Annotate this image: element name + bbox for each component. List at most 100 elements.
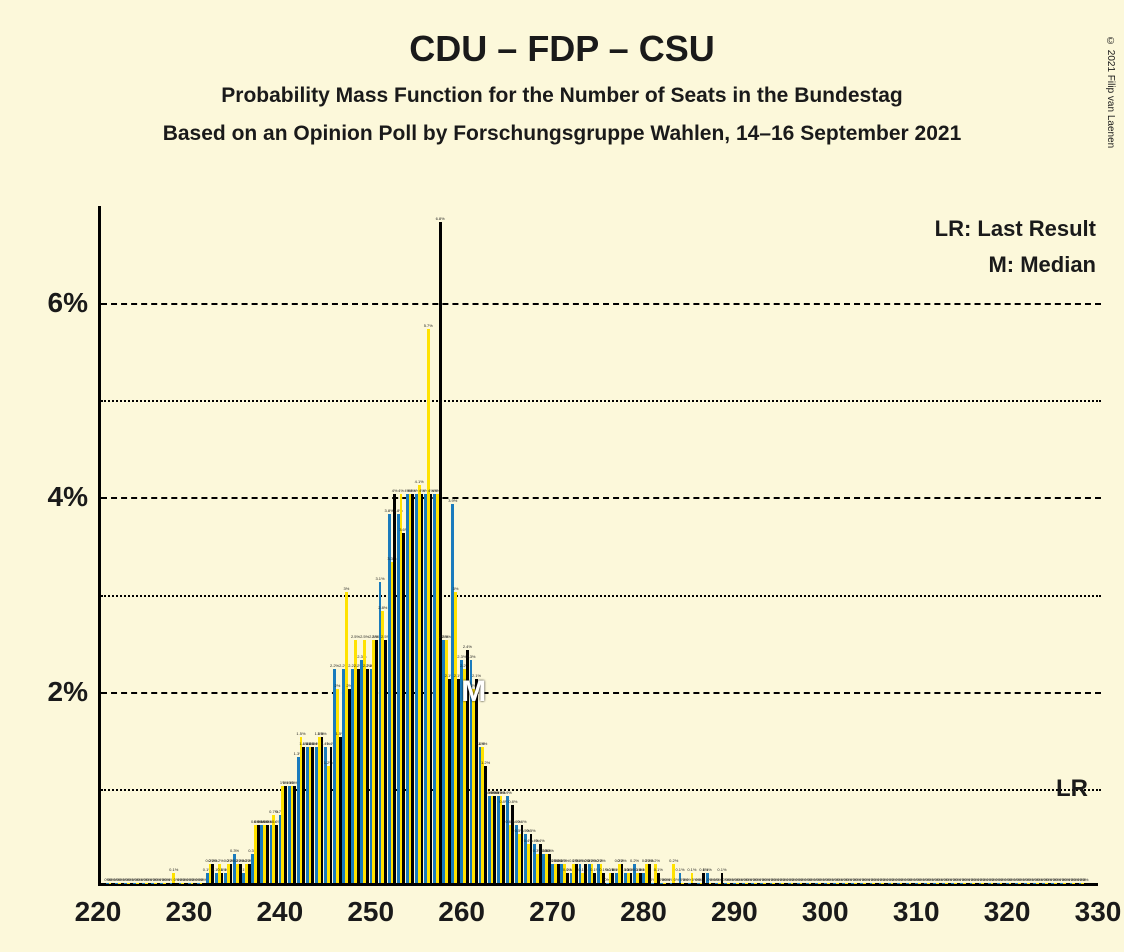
x-tick-label: 330 bbox=[1075, 896, 1122, 928]
bar-value-label: 2.2% bbox=[330, 663, 339, 668]
bar: 0% bbox=[1075, 883, 1078, 884]
bar-value-label: 5.7% bbox=[424, 323, 433, 328]
bar: 0% bbox=[993, 883, 996, 884]
bar: 0% bbox=[848, 883, 851, 884]
bar: 0% bbox=[666, 883, 669, 884]
bar: 0% bbox=[748, 883, 751, 884]
bar: 1% bbox=[284, 786, 287, 883]
bar-value-label: 0.2% bbox=[651, 858, 660, 863]
bar: 0% bbox=[166, 883, 169, 884]
plot-region: 0% 0% 0% 0% 0% 0% 0% 0% 0% 0% 0% 0% 0% 0% 0% 0% 0% 0% 0% 0%… bbox=[98, 206, 1098, 886]
bar: 0.6% bbox=[521, 825, 524, 883]
bar: 0% bbox=[857, 883, 860, 884]
bar: 0% bbox=[139, 883, 142, 884]
bar: 0% bbox=[1048, 883, 1051, 884]
bar: 0% bbox=[775, 883, 778, 884]
bar: 4% bbox=[411, 494, 414, 883]
bar: 3.6% bbox=[402, 533, 405, 883]
bar: 0% bbox=[1057, 883, 1060, 884]
bar: 0% bbox=[739, 883, 742, 884]
bar: 0% bbox=[157, 883, 160, 884]
bar: 0% bbox=[921, 883, 924, 884]
bar: 0% bbox=[757, 883, 760, 884]
bar-value-label: 2.8% bbox=[378, 605, 387, 610]
bar: 0% bbox=[202, 883, 205, 884]
bar: 0% bbox=[111, 883, 114, 884]
bar: 0% bbox=[693, 883, 696, 884]
chart-title: CDU – FDP – CSU bbox=[0, 28, 1124, 70]
bar-value-label: 0.1% bbox=[703, 867, 712, 872]
bar-value-label: 3.8% bbox=[385, 508, 394, 513]
copyright-text: © 2021 Filip van Laenen bbox=[1105, 36, 1116, 148]
bar-value-label: 1.2% bbox=[481, 760, 490, 765]
bar: 2% bbox=[348, 689, 351, 883]
bar: 0% bbox=[175, 883, 178, 884]
bar-value-label: 0.5% bbox=[526, 828, 535, 833]
bar: 0% bbox=[793, 883, 796, 884]
bar: 0.1% bbox=[630, 873, 633, 883]
bar: 0.2% bbox=[557, 864, 560, 883]
bar: 1.4% bbox=[330, 747, 333, 883]
bar: 0% bbox=[684, 883, 687, 884]
bar: 0.1% bbox=[221, 873, 224, 883]
y-tick-label: 2% bbox=[48, 676, 88, 708]
bar: 0.6% bbox=[275, 825, 278, 883]
bar-value-label: 0.2% bbox=[669, 858, 678, 863]
bar-value-label: 4% bbox=[398, 488, 404, 493]
bar-value-label: 2% bbox=[334, 683, 340, 688]
bar: 4% bbox=[421, 494, 424, 883]
x-tick-label: 280 bbox=[620, 896, 667, 928]
bar: 0% bbox=[875, 883, 878, 884]
bar: 0.2% bbox=[584, 864, 587, 883]
bar: 0% bbox=[893, 883, 896, 884]
bar: 0.1% bbox=[566, 873, 569, 883]
y-tick-label: 6% bbox=[48, 287, 88, 319]
bar-value-label: 0.2% bbox=[215, 858, 224, 863]
bar: 0% bbox=[184, 883, 187, 884]
bar: 1.5% bbox=[321, 737, 324, 883]
bar: 0% bbox=[957, 883, 960, 884]
bar: 0.1% bbox=[593, 873, 596, 883]
bar-value-label: 0.6% bbox=[517, 819, 526, 824]
bar: 1.4% bbox=[311, 747, 314, 883]
bar: 0% bbox=[784, 883, 787, 884]
x-tick-label: 290 bbox=[711, 896, 758, 928]
bar: 0.1% bbox=[702, 873, 705, 883]
bar-value-label: 3% bbox=[344, 586, 350, 591]
grid-major bbox=[101, 497, 1101, 499]
bar: 1% bbox=[293, 786, 296, 883]
bar: 0% bbox=[930, 883, 933, 884]
bar: 0% bbox=[839, 883, 842, 884]
bar-value-label: 0.1% bbox=[654, 867, 663, 872]
bar: 0% bbox=[1066, 883, 1069, 884]
bar: 2.2% bbox=[366, 669, 369, 883]
x-tick-label: 240 bbox=[256, 896, 303, 928]
bar: 2.5% bbox=[375, 640, 378, 883]
chart-subtitle-2: Based on an Opinion Poll by Forschungsgr… bbox=[0, 122, 1124, 146]
grid-major bbox=[101, 303, 1101, 305]
bar-value-label: 0.3% bbox=[545, 848, 554, 853]
x-tick-label: 300 bbox=[802, 896, 849, 928]
bar-value-label: 0.8% bbox=[508, 799, 517, 804]
bar: 0% bbox=[911, 883, 914, 884]
x-tick-label: 320 bbox=[984, 896, 1031, 928]
bar: 2.2% bbox=[357, 669, 360, 883]
chart-subtitle-1: Probability Mass Function for the Number… bbox=[0, 84, 1124, 108]
x-tick-label: 220 bbox=[75, 896, 122, 928]
bar: 0% bbox=[866, 883, 869, 884]
bar: 0% bbox=[130, 883, 133, 884]
bar-value-label: 0% bbox=[1083, 877, 1089, 882]
bar-value-label: 3.1% bbox=[375, 576, 384, 581]
bar: 0% bbox=[975, 883, 978, 884]
bar: 0.2% bbox=[230, 864, 233, 883]
bar: 1.5% bbox=[339, 737, 342, 883]
median-marker: M bbox=[461, 675, 486, 709]
bar: 0.9% bbox=[493, 796, 496, 883]
bar: 0% bbox=[939, 883, 942, 884]
bar: 0% bbox=[148, 883, 151, 884]
bar: 0% bbox=[811, 883, 814, 884]
bar-value-label: 4% bbox=[392, 488, 398, 493]
bar: 0% bbox=[830, 883, 833, 884]
bar: 0.1% bbox=[611, 873, 614, 883]
x-tick-label: 250 bbox=[347, 896, 394, 928]
